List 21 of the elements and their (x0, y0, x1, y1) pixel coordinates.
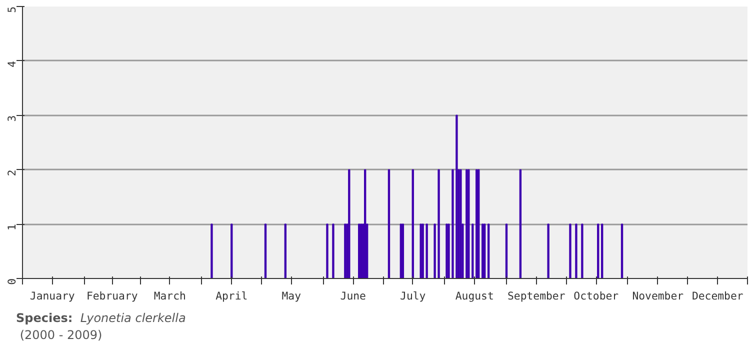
x-tick-label: February (86, 290, 138, 302)
text: Species: (16, 311, 73, 325)
x-tick-label: July (400, 290, 426, 302)
x-tick-label: March (154, 290, 186, 302)
y-tick-label: 2 (6, 170, 18, 176)
x-tick-label: November (632, 290, 684, 302)
x-tick-label: January (30, 290, 75, 302)
y-tick-label: 5 (6, 6, 18, 13)
x-tick-label: June (340, 290, 366, 302)
y-tick-label: 0 (6, 278, 18, 285)
y-tick-label: 4 (6, 60, 18, 68)
x-tick-label: April (216, 290, 248, 302)
text: Lyonetia clerkella (80, 311, 186, 325)
y-tick-label: 3 (6, 115, 18, 122)
x-tick-label: September (508, 290, 566, 302)
x-tick-label: August (455, 290, 494, 302)
text: (2000 - 2009) (20, 328, 102, 342)
x-tick-label: May (282, 290, 302, 302)
y-tick-label: 1 (6, 224, 18, 231)
x-tick-label: December (692, 290, 744, 302)
x-tick-label: October (574, 290, 620, 302)
